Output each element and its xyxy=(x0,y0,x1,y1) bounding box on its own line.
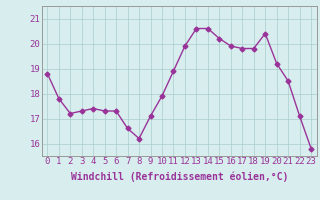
X-axis label: Windchill (Refroidissement éolien,°C): Windchill (Refroidissement éolien,°C) xyxy=(70,172,288,182)
